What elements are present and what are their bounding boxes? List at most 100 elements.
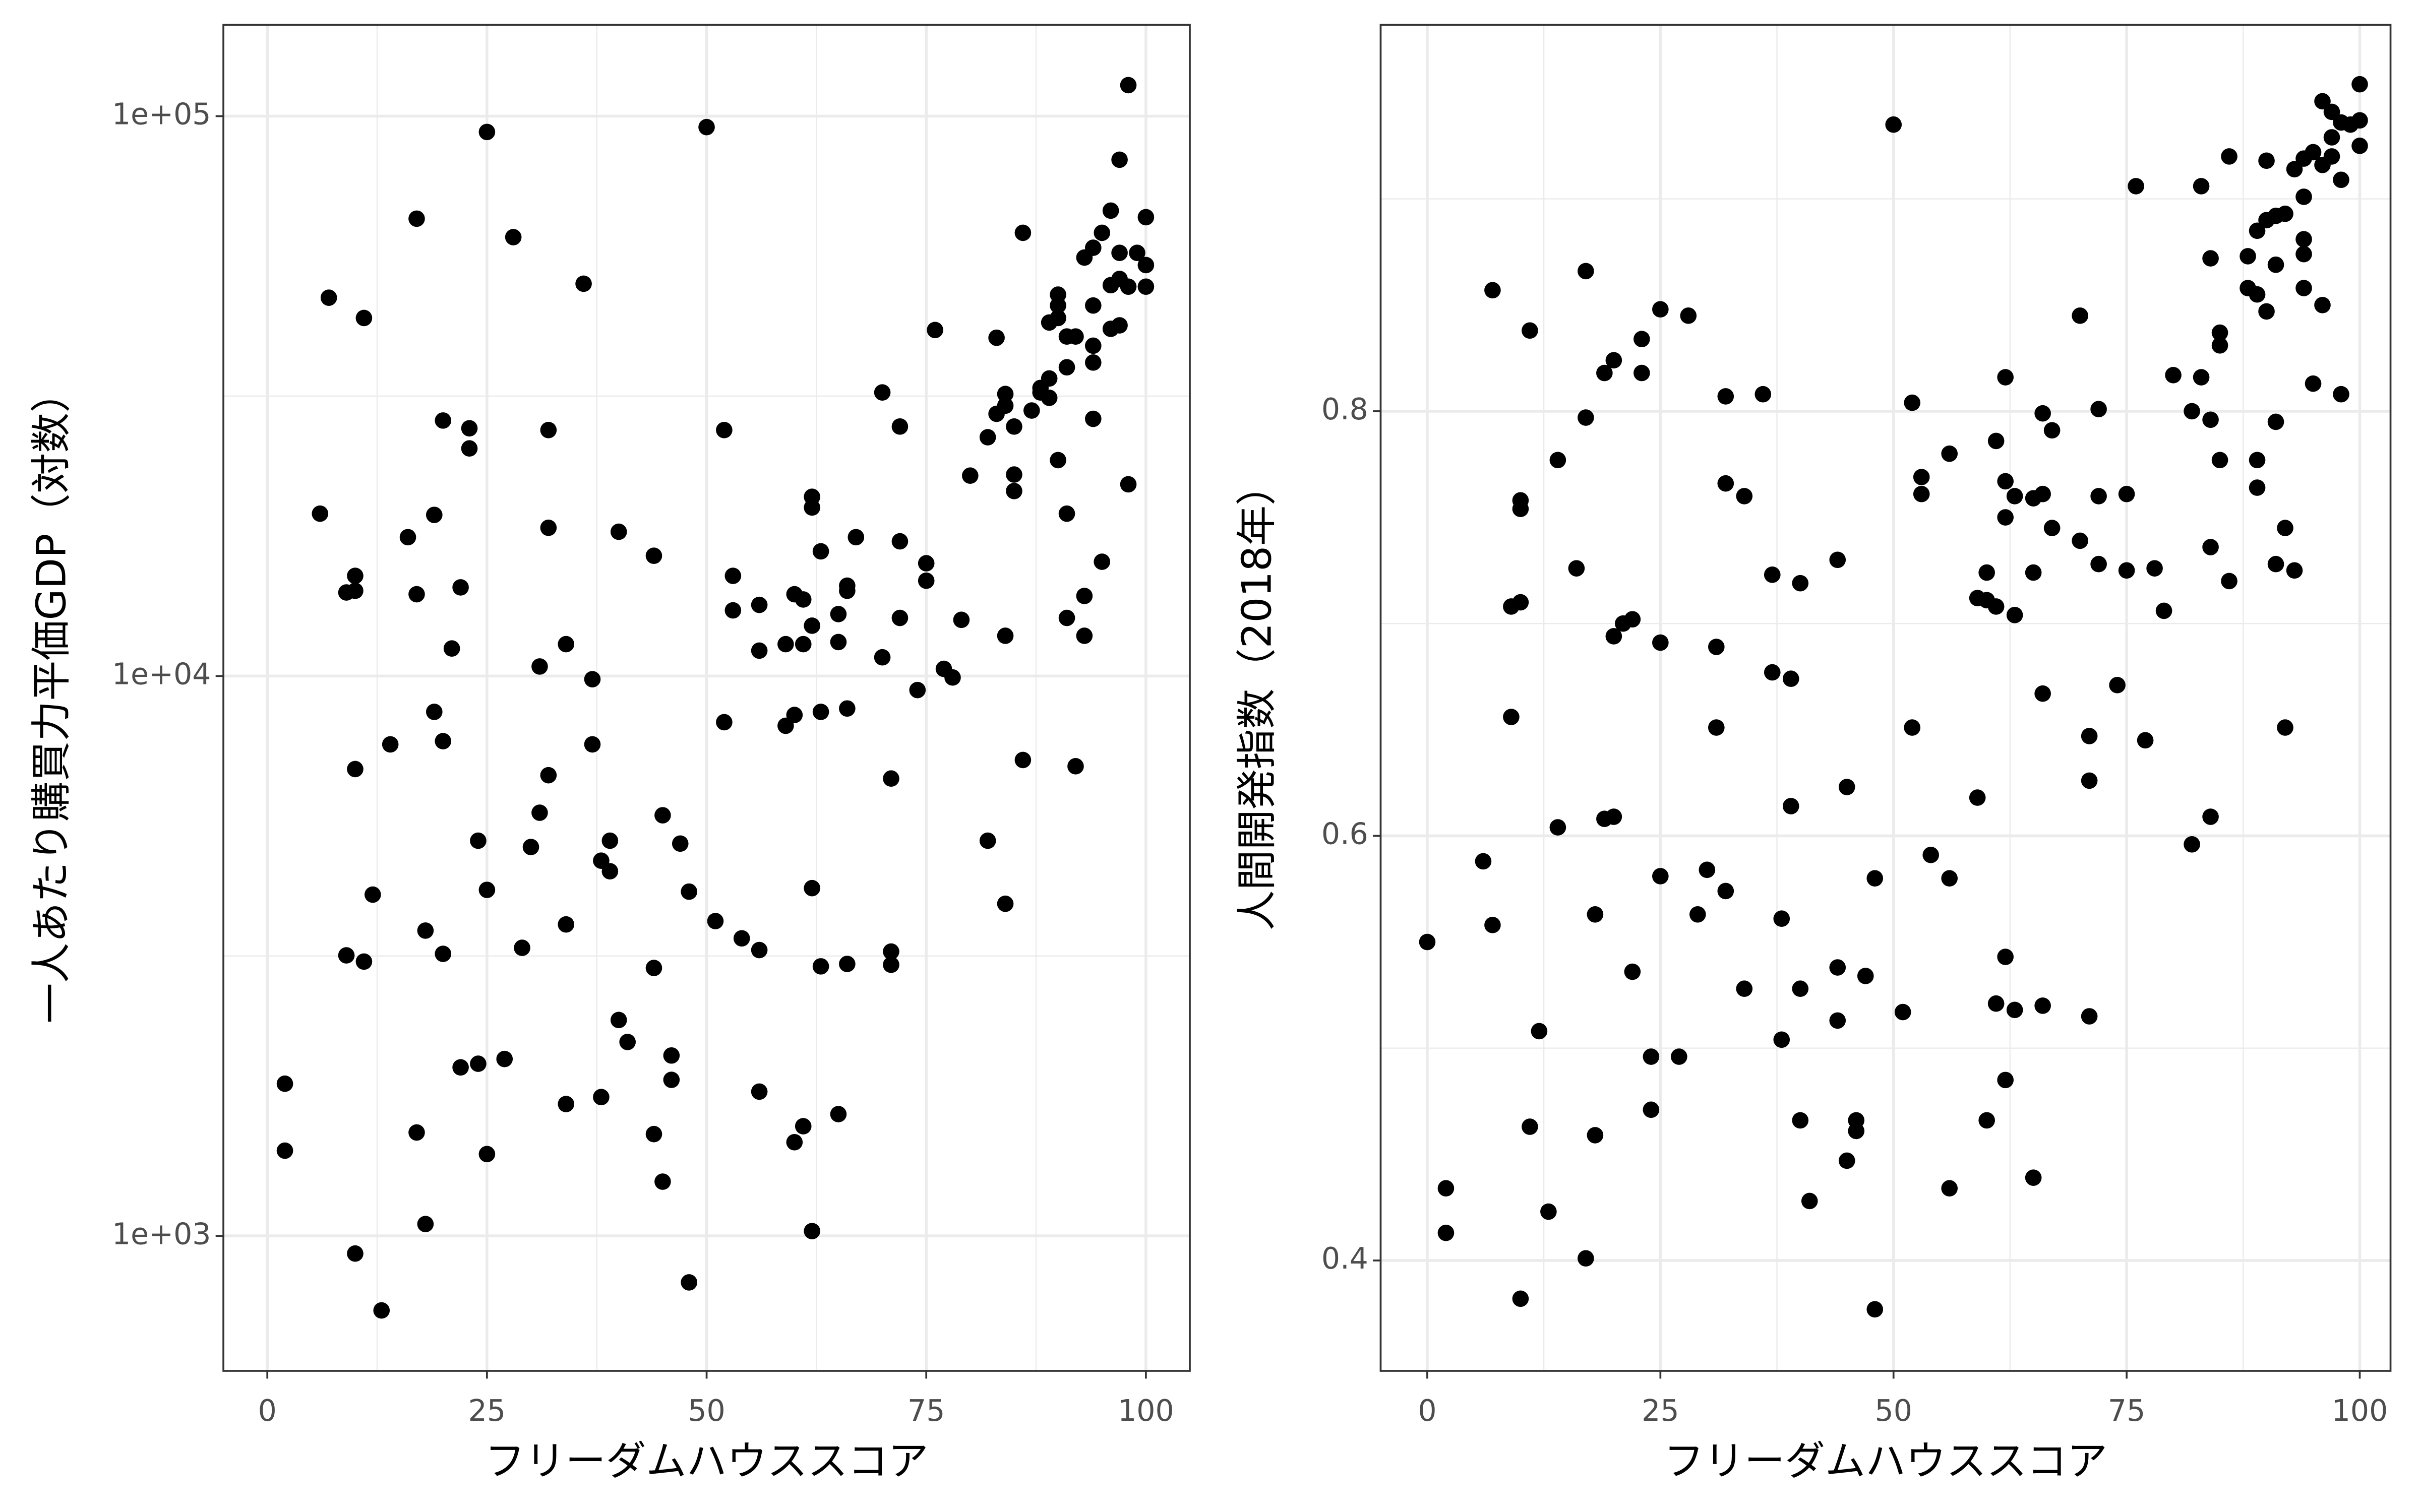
point <box>1643 1048 1660 1065</box>
point <box>558 916 575 933</box>
point <box>435 946 452 962</box>
point <box>812 704 829 720</box>
point <box>347 1245 364 1262</box>
point <box>601 863 619 880</box>
point <box>681 1274 697 1291</box>
point <box>478 881 496 898</box>
point <box>2295 188 2312 205</box>
point <box>883 956 899 973</box>
point <box>496 1050 513 1067</box>
point <box>839 956 856 972</box>
point <box>2249 286 2266 303</box>
point <box>1512 500 1529 518</box>
y-axis-title: 人間開発指数（2018年） <box>1233 465 1280 931</box>
point <box>2314 93 2331 110</box>
point <box>1894 1003 1911 1021</box>
point <box>979 832 996 849</box>
point <box>654 807 671 824</box>
point <box>1699 861 1716 878</box>
point <box>1652 868 1669 885</box>
point <box>2043 520 2061 536</box>
point <box>347 582 364 599</box>
point <box>1568 560 1585 577</box>
point <box>786 1134 803 1151</box>
point <box>927 322 943 339</box>
point <box>408 586 425 603</box>
point <box>461 440 478 457</box>
point <box>1634 364 1650 382</box>
point <box>2286 161 2303 177</box>
point <box>1085 410 1102 427</box>
point <box>1829 1012 1846 1029</box>
point <box>2211 337 2228 354</box>
point <box>1512 1290 1529 1307</box>
point <box>1120 77 1137 94</box>
point <box>593 1089 610 1106</box>
point <box>2202 411 2219 428</box>
point <box>2006 488 2023 505</box>
point <box>2333 171 2349 188</box>
point <box>1120 278 1137 295</box>
x-tick-label: 25 <box>468 1394 506 1428</box>
point <box>619 1034 636 1050</box>
point <box>1512 594 1529 611</box>
point <box>1941 445 1958 462</box>
x-tick-label: 0 <box>1418 1394 1436 1428</box>
point <box>276 1142 293 1159</box>
point <box>399 529 416 546</box>
point <box>505 229 522 245</box>
point <box>2034 485 2051 502</box>
point <box>733 930 750 947</box>
point <box>2211 452 2228 469</box>
point <box>610 1012 627 1029</box>
point <box>1624 611 1641 628</box>
point <box>1857 968 1874 984</box>
point <box>681 883 697 900</box>
point <box>707 913 724 929</box>
point <box>1652 301 1669 318</box>
point <box>1605 808 1622 825</box>
point <box>2034 997 2051 1014</box>
point <box>1717 883 1734 900</box>
point <box>1041 370 1058 387</box>
point <box>2221 573 2237 590</box>
point <box>1006 466 1022 483</box>
point <box>2137 732 2154 749</box>
point <box>1014 751 1032 769</box>
point <box>540 767 557 784</box>
point <box>1058 359 1075 376</box>
point <box>1904 719 1921 736</box>
point <box>795 636 812 653</box>
point <box>1866 1301 1884 1318</box>
point <box>2305 375 2322 392</box>
point <box>1978 564 1995 581</box>
point <box>979 429 996 446</box>
point <box>1111 244 1128 261</box>
point <box>1587 906 1604 923</box>
point <box>2221 148 2237 165</box>
point <box>365 886 381 903</box>
point <box>997 627 1014 644</box>
point <box>382 736 399 753</box>
point <box>663 1047 680 1064</box>
point <box>1085 354 1102 371</box>
point <box>2314 296 2331 313</box>
point <box>1067 328 1084 345</box>
point <box>2202 250 2219 267</box>
point <box>1978 1112 1995 1129</box>
point <box>1848 1122 1865 1140</box>
point <box>2323 148 2340 165</box>
point <box>1773 1031 1790 1048</box>
x-tick-label: 100 <box>1118 1394 1174 1428</box>
point <box>891 418 909 435</box>
point <box>839 700 856 717</box>
point <box>2249 479 2266 496</box>
point <box>312 505 329 522</box>
point <box>1904 394 1921 411</box>
point <box>2351 76 2368 93</box>
point <box>2109 677 2126 694</box>
point <box>1997 1072 2014 1089</box>
point <box>883 943 899 960</box>
point <box>2295 231 2312 248</box>
point <box>1969 789 1986 806</box>
